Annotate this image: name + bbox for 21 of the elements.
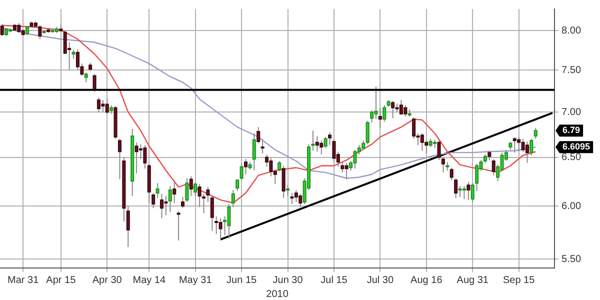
- x-tick-label: May 31: [178, 274, 212, 286]
- y-tick-label: 7.00: [562, 106, 582, 118]
- x-tick-label: Mar 31: [8, 274, 40, 286]
- x-axis-title: 2010: [266, 288, 289, 300]
- x-tick-label: May 14: [132, 274, 166, 286]
- x-tick-label: Jul 15: [320, 274, 348, 286]
- text: 6.79: [562, 125, 580, 136]
- y-tick-label: 6.50: [562, 152, 582, 164]
- text: 6.6095: [562, 142, 590, 152]
- x-tick-label: Jul 30: [366, 274, 394, 286]
- x-tick-label: Apr 30: [92, 274, 122, 286]
- y-tick-label: 5.50: [562, 254, 582, 265]
- x-tick-label: Jun 15: [226, 274, 258, 286]
- y-tick-label: 7.50: [562, 64, 582, 76]
- x-tick-label: Apr 15: [46, 274, 76, 286]
- x-tick-label: Aug 31: [456, 274, 489, 286]
- x-tick-label: Jun 30: [272, 274, 304, 286]
- y-tick-label: 6.00: [562, 200, 582, 212]
- y-tick-label: 8.00: [562, 25, 582, 36]
- x-tick-label: Sep 15: [502, 274, 536, 286]
- x-tick-label: Aug 16: [410, 274, 443, 286]
